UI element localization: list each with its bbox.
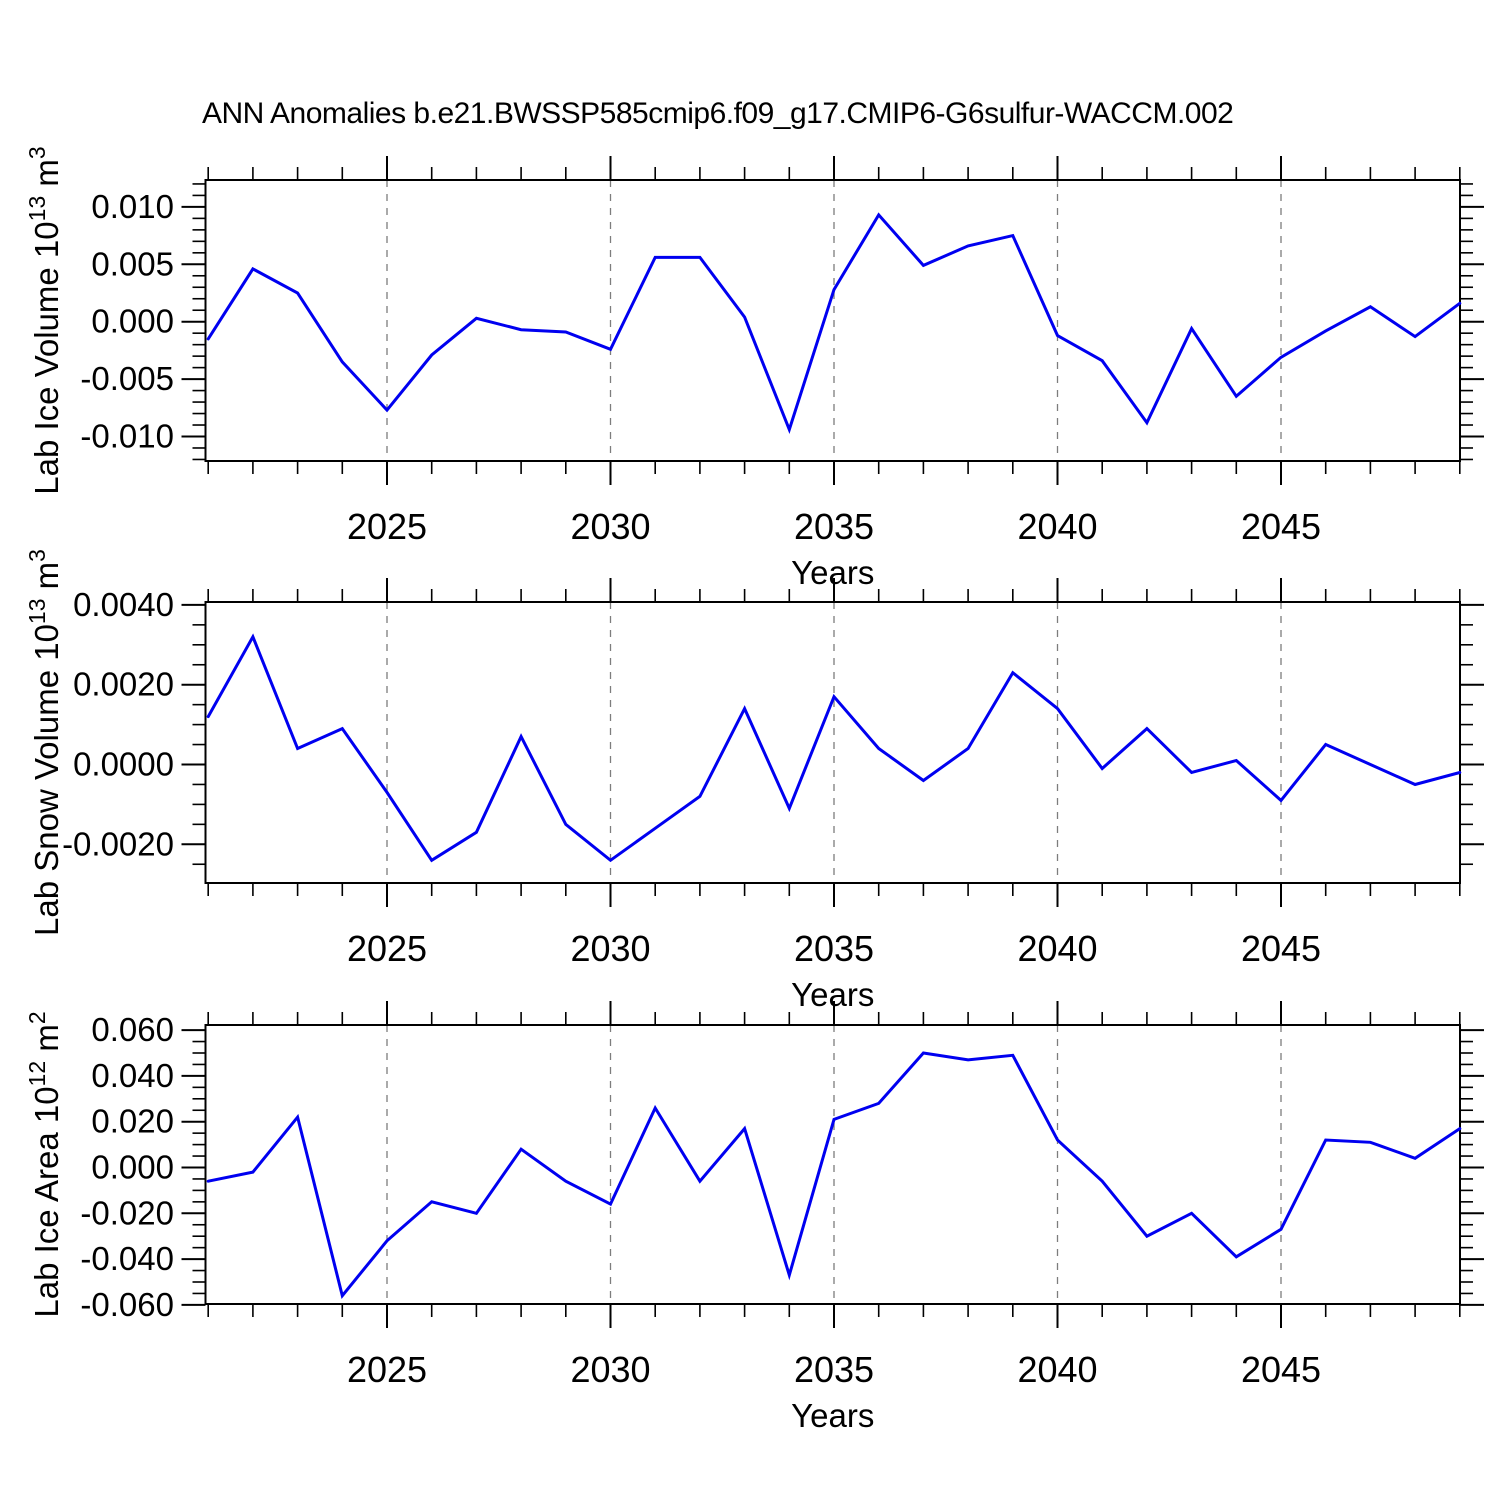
x-tick-label: 2030	[570, 928, 650, 969]
x-tick-label: 2040	[1017, 1349, 1097, 1390]
plot-box	[204, 179, 1461, 462]
panel-3: 0.060 0.040 0.020 0.000 -0.020 -0.040 -0.060 20…	[24, 1001, 1484, 1434]
y-tick-label: 0.0020	[73, 666, 174, 703]
data-line-series-2	[206, 633, 1462, 863]
y-tick-label: 0.0040	[73, 586, 174, 623]
x-tick-label: 2025	[347, 1349, 427, 1390]
x-tick-label: 2025	[347, 928, 427, 969]
y-tick-label: -0.0020	[62, 825, 174, 862]
y-tick-label: -0.040	[80, 1240, 174, 1277]
x-tick-label: 2030	[570, 1349, 650, 1390]
plot-box	[204, 601, 1461, 884]
x-tick-label: 2035	[794, 1349, 874, 1390]
y-tick-label: 0.000	[91, 303, 174, 340]
x-tick-label: 2045	[1241, 1349, 1321, 1390]
panel-1: 0.010 0.005 0.000 -0.005 -0.010 2025 2030 2035 2…	[24, 146, 1484, 591]
data-line-series-1	[206, 212, 1462, 435]
x-axis-title: Years	[791, 1397, 874, 1434]
y-tick-label: -0.010	[80, 418, 174, 455]
x-axis-title: Years	[791, 554, 874, 591]
y-tick-label: 0.005	[91, 245, 174, 282]
y-tick-label: 0.060	[91, 1011, 174, 1048]
x-axis-title: Years	[791, 976, 874, 1013]
data-line-series-3	[206, 1051, 1462, 1299]
y-tick-label: 0.0000	[73, 746, 174, 783]
plot-box	[204, 1024, 1461, 1305]
x-tick-label: 2045	[1241, 928, 1321, 969]
y-axis-title: Lab Snow Volume 1013 m3	[24, 549, 65, 936]
y-tick-label: 0.040	[91, 1057, 174, 1094]
page-title: ANN Anomalies b.e21.BWSSP585cmip6.f09_g1…	[202, 97, 1234, 130]
x-tick-label: 2040	[1017, 506, 1097, 547]
y-tick-label: 0.010	[91, 188, 174, 225]
x-tick-label: 2025	[347, 506, 427, 547]
y-tick-label: 0.020	[91, 1103, 174, 1140]
y-tick-label: -0.005	[80, 360, 174, 397]
y-axis-title: Lab Ice Area 1012 m2	[24, 1011, 65, 1317]
x-tick-label: 2030	[570, 506, 650, 547]
x-tick-label: 2045	[1241, 506, 1321, 547]
y-axis-title: Lab Ice Volume 1013 m3	[24, 146, 65, 494]
y-tick-label: -0.060	[80, 1286, 174, 1323]
y-tick-label: 0.000	[91, 1149, 174, 1186]
panel-2: 0.0040 0.0020 0.0000 -0.0020 2025 2030 2035 204…	[24, 549, 1484, 1013]
x-tick-label: 2040	[1017, 928, 1097, 969]
y-tick-label: -0.020	[80, 1194, 174, 1231]
x-tick-label: 2035	[794, 506, 874, 547]
x-tick-label: 2035	[794, 928, 874, 969]
